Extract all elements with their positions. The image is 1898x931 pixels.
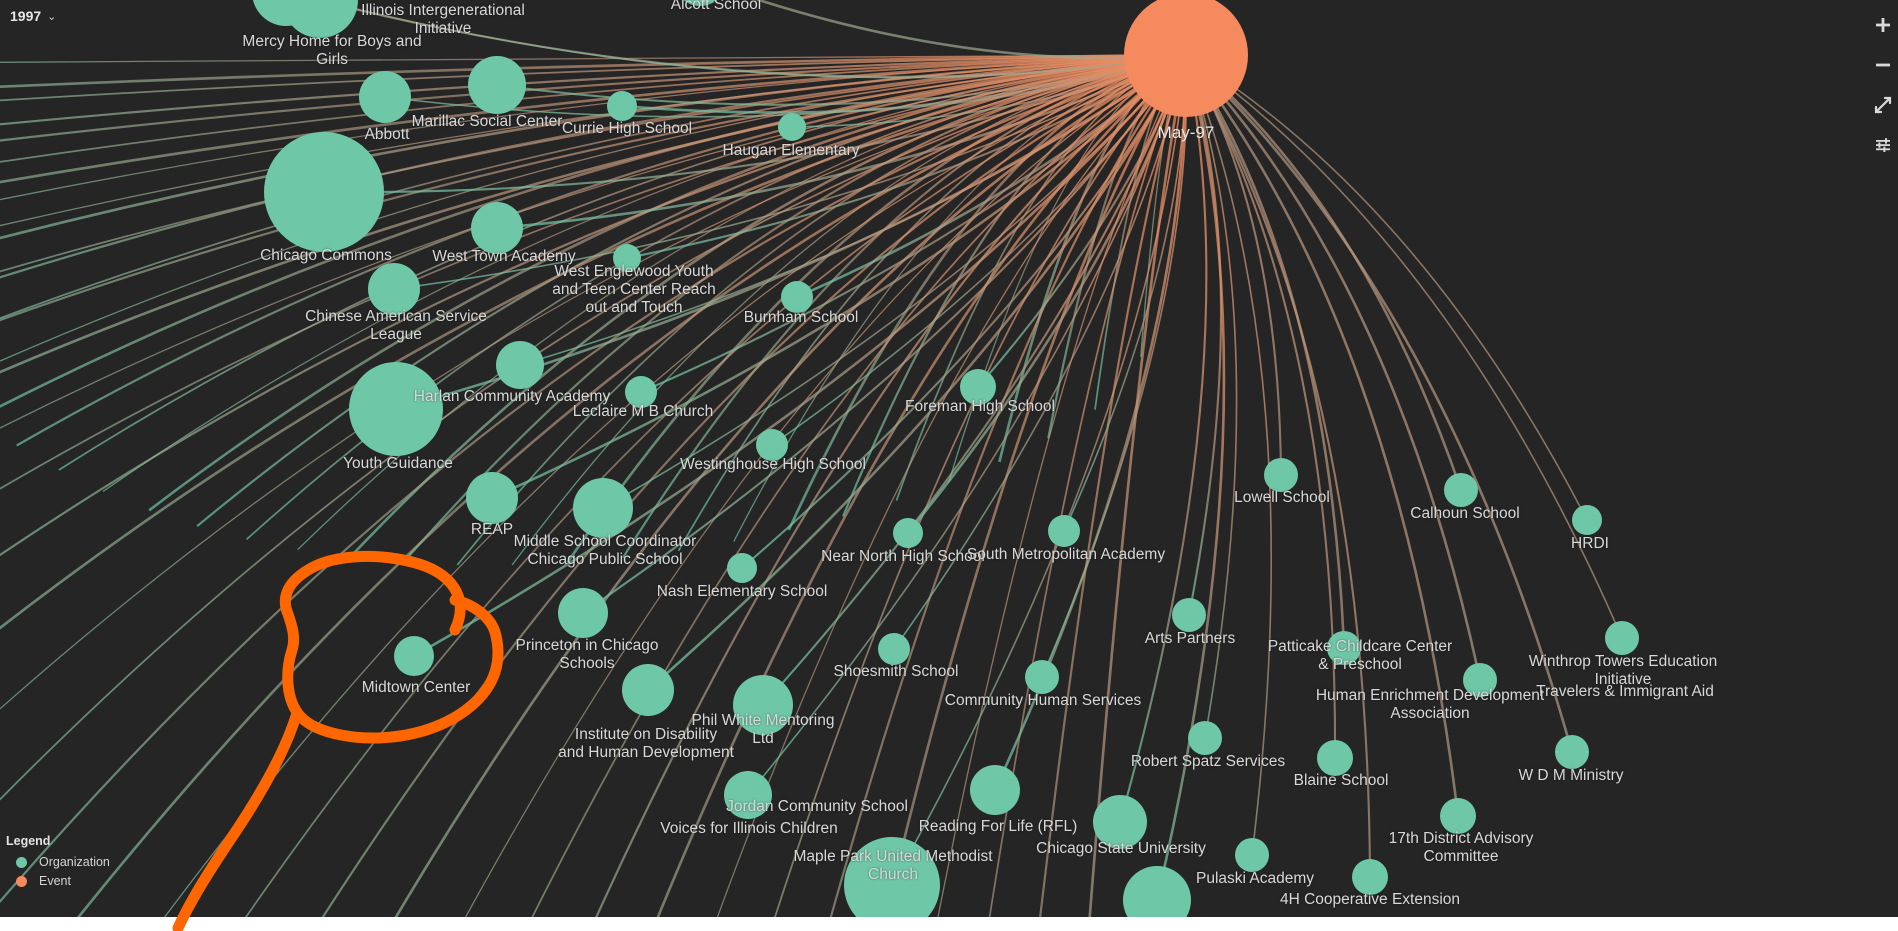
graph-edge <box>1184 54 1460 817</box>
graph-node-organization[interactable] <box>1352 859 1388 895</box>
graph-node-organization[interactable] <box>573 478 633 538</box>
graph-node-organization[interactable] <box>394 636 434 676</box>
graph-node-organization[interactable] <box>622 664 674 716</box>
graph-node-organization[interactable] <box>1317 740 1353 776</box>
graph-node-organization[interactable] <box>349 362 443 456</box>
fullscreen-expand-icon[interactable] <box>1872 94 1894 116</box>
graph-edge <box>312 0 1187 78</box>
legend-label-organization: Organization <box>39 855 110 869</box>
graph-edge <box>754 0 1187 60</box>
graph-edge <box>1185 54 1588 521</box>
graph-edge <box>1185 54 1482 681</box>
graph-node-organization[interactable] <box>1264 458 1298 492</box>
year-selector-value: 1997 <box>10 8 42 24</box>
graph-node-organization[interactable] <box>878 633 910 665</box>
graph-edge <box>1184 54 1223 616</box>
graph-edge <box>1185 54 1238 739</box>
graph-edge <box>1185 54 1574 753</box>
zoom-out-button[interactable] <box>1872 54 1894 76</box>
chevron-down-icon: ⌄ <box>47 10 57 23</box>
graph-edge <box>647 54 1188 691</box>
graph-edge <box>323 54 1187 194</box>
graph-edge <box>1185 54 1623 639</box>
graph-node-organization[interactable] <box>1444 473 1478 507</box>
graph-edge <box>1185 54 1463 491</box>
graph-edge <box>741 54 1187 569</box>
legend-title: Legend <box>6 834 51 848</box>
legend-item-organization[interactable]: Organization <box>6 855 110 869</box>
legend-dot-icon-organization <box>16 856 27 868</box>
graph-edge <box>1155 54 1226 901</box>
graph-node-organization[interactable] <box>1235 838 1269 872</box>
graph-node-organization[interactable] <box>733 675 793 735</box>
graph-node-organization[interactable] <box>756 429 788 461</box>
graph-node-organization[interactable] <box>496 341 544 389</box>
graph-edge <box>582 54 1187 614</box>
legend-dot-icon-event <box>16 875 27 887</box>
graph-edge <box>393 54 1187 290</box>
graph-edge <box>893 54 1187 650</box>
graph-edge <box>621 53 1187 114</box>
graph-node-organization[interactable] <box>970 765 1020 815</box>
graph-node-organization[interactable] <box>252 0 320 26</box>
map-toolbar <box>1872 14 1894 156</box>
graph-edge <box>413 54 1187 658</box>
graph-node-organization[interactable] <box>844 837 940 931</box>
zoom-in-button[interactable] <box>1872 14 1894 36</box>
graph-edge <box>626 54 1187 260</box>
legend-label-event: Event <box>39 874 71 888</box>
graph-node-organization[interactable] <box>1048 515 1080 547</box>
graph-edge <box>1185 54 1272 856</box>
filter-sliders-icon[interactable] <box>1872 134 1894 156</box>
graph-node-organization[interactable] <box>359 71 411 123</box>
graph-edge <box>1118 54 1208 823</box>
graph-node-organization[interactable] <box>893 518 923 548</box>
graph-node-organization[interactable] <box>607 91 637 121</box>
graph-node-organization[interactable] <box>613 244 641 272</box>
graph-node-organization[interactable] <box>1025 660 1059 694</box>
graph-edge <box>640 54 1187 393</box>
graph-edge <box>1185 54 1372 878</box>
graph-node-organization[interactable] <box>368 263 420 315</box>
graph-edge <box>496 53 1187 230</box>
graph-node-organization[interactable] <box>471 202 523 254</box>
graph-node-organization[interactable] <box>1123 866 1191 931</box>
graph-edge <box>762 54 1187 706</box>
graph-node-organization[interactable] <box>727 553 757 583</box>
bottom-white-strip <box>0 917 1898 931</box>
graph-node-organization[interactable] <box>1555 735 1589 769</box>
year-selector[interactable]: 1997 ⌄ <box>6 6 60 26</box>
graph-node-organization[interactable] <box>778 113 806 141</box>
graph-node-organization[interactable] <box>1572 505 1602 535</box>
graph-node-organization[interactable] <box>466 472 518 524</box>
graph-node-organization[interactable] <box>724 771 772 819</box>
graph-node-organization[interactable] <box>625 376 657 408</box>
legend-item-event[interactable]: Event <box>6 874 110 888</box>
graph-node-organization[interactable] <box>1188 721 1222 755</box>
legend: Legend Organization Event <box>6 834 110 893</box>
graph-edge <box>496 53 1187 106</box>
graph-node-organization[interactable] <box>468 56 526 114</box>
graph-node-organization[interactable] <box>558 588 608 638</box>
graph-node-organization[interactable] <box>1172 598 1206 632</box>
graph-node-organization[interactable] <box>1093 795 1147 849</box>
graph-edge <box>491 54 1187 500</box>
graph-nodes <box>252 0 1639 931</box>
graph-node-organization[interactable] <box>674 0 726 6</box>
graph-node-organization[interactable] <box>1605 621 1639 655</box>
graph-edge <box>891 54 1187 886</box>
graph-node-event[interactable] <box>1124 0 1248 117</box>
graph-node-organization[interactable] <box>960 369 996 405</box>
graph-edges <box>0 0 1623 931</box>
graph-node-organization[interactable] <box>1463 663 1497 697</box>
graph-node-organization[interactable] <box>1327 631 1361 665</box>
graph-node-organization[interactable] <box>264 132 384 252</box>
graph-node-organization[interactable] <box>781 281 813 313</box>
graph-edge <box>747 54 1187 796</box>
graph-node-organization[interactable] <box>1440 798 1476 834</box>
